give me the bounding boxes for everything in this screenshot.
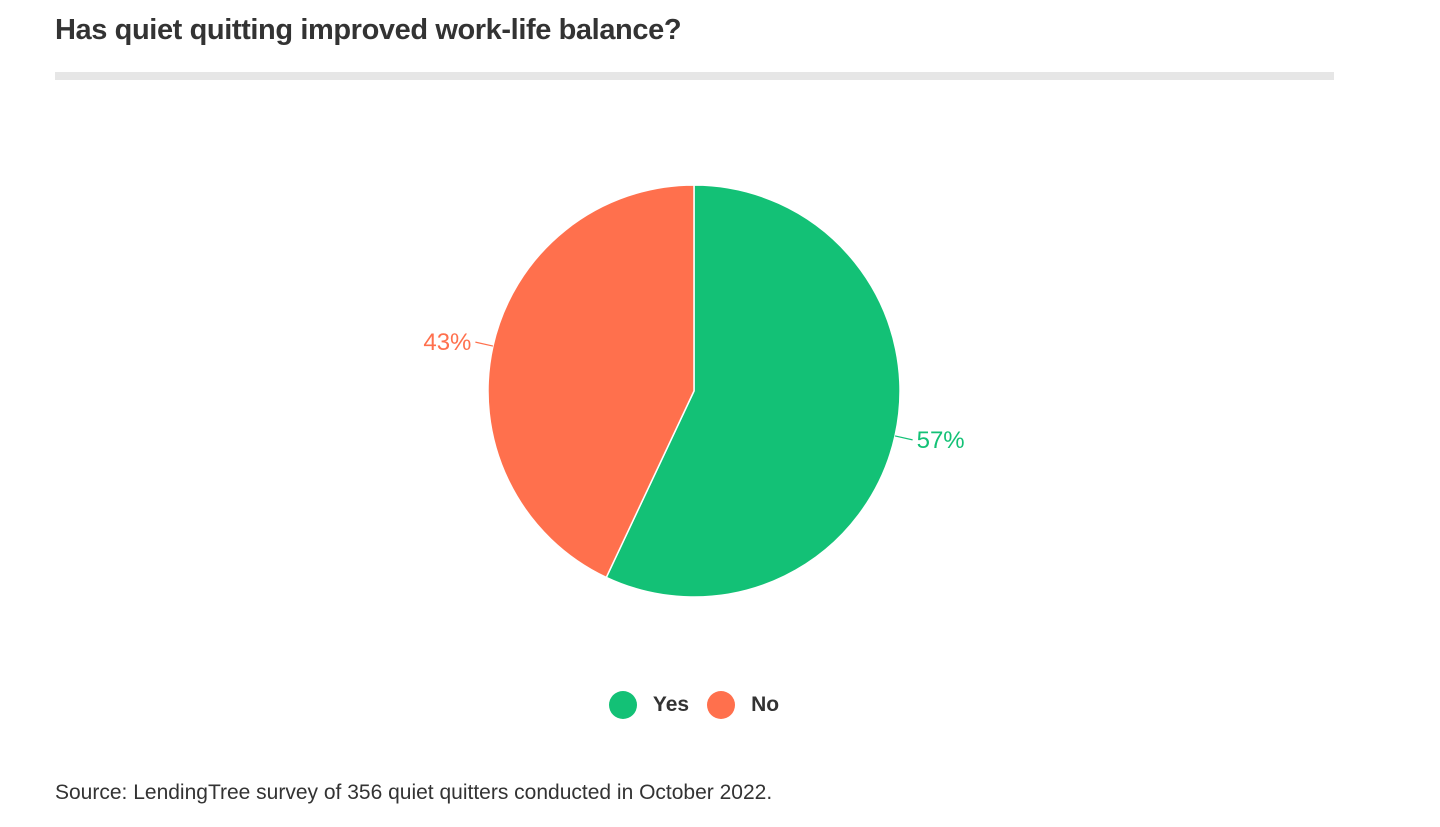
label-leader-yes (894, 435, 913, 441)
legend-item-no: No (707, 691, 779, 719)
data-label-yes: 57% (917, 427, 965, 454)
chart-title: Has quiet quitting improved work-life ba… (55, 14, 682, 46)
legend-label-yes: Yes (652, 693, 690, 716)
chart-legend: Yes No (0, 691, 1388, 719)
legend-swatch-no (707, 691, 736, 719)
data-label-no: 43% (423, 329, 471, 356)
legend-label-no: No (751, 693, 780, 716)
label-leader-no (475, 341, 494, 347)
pie-slice-no (487, 184, 695, 579)
chart-source: Source: LendingTree survey of 356 quiet … (55, 781, 773, 804)
legend-swatch-yes (608, 691, 637, 719)
legend-item-yes: Yes (608, 691, 690, 719)
title-divider (55, 72, 1334, 80)
